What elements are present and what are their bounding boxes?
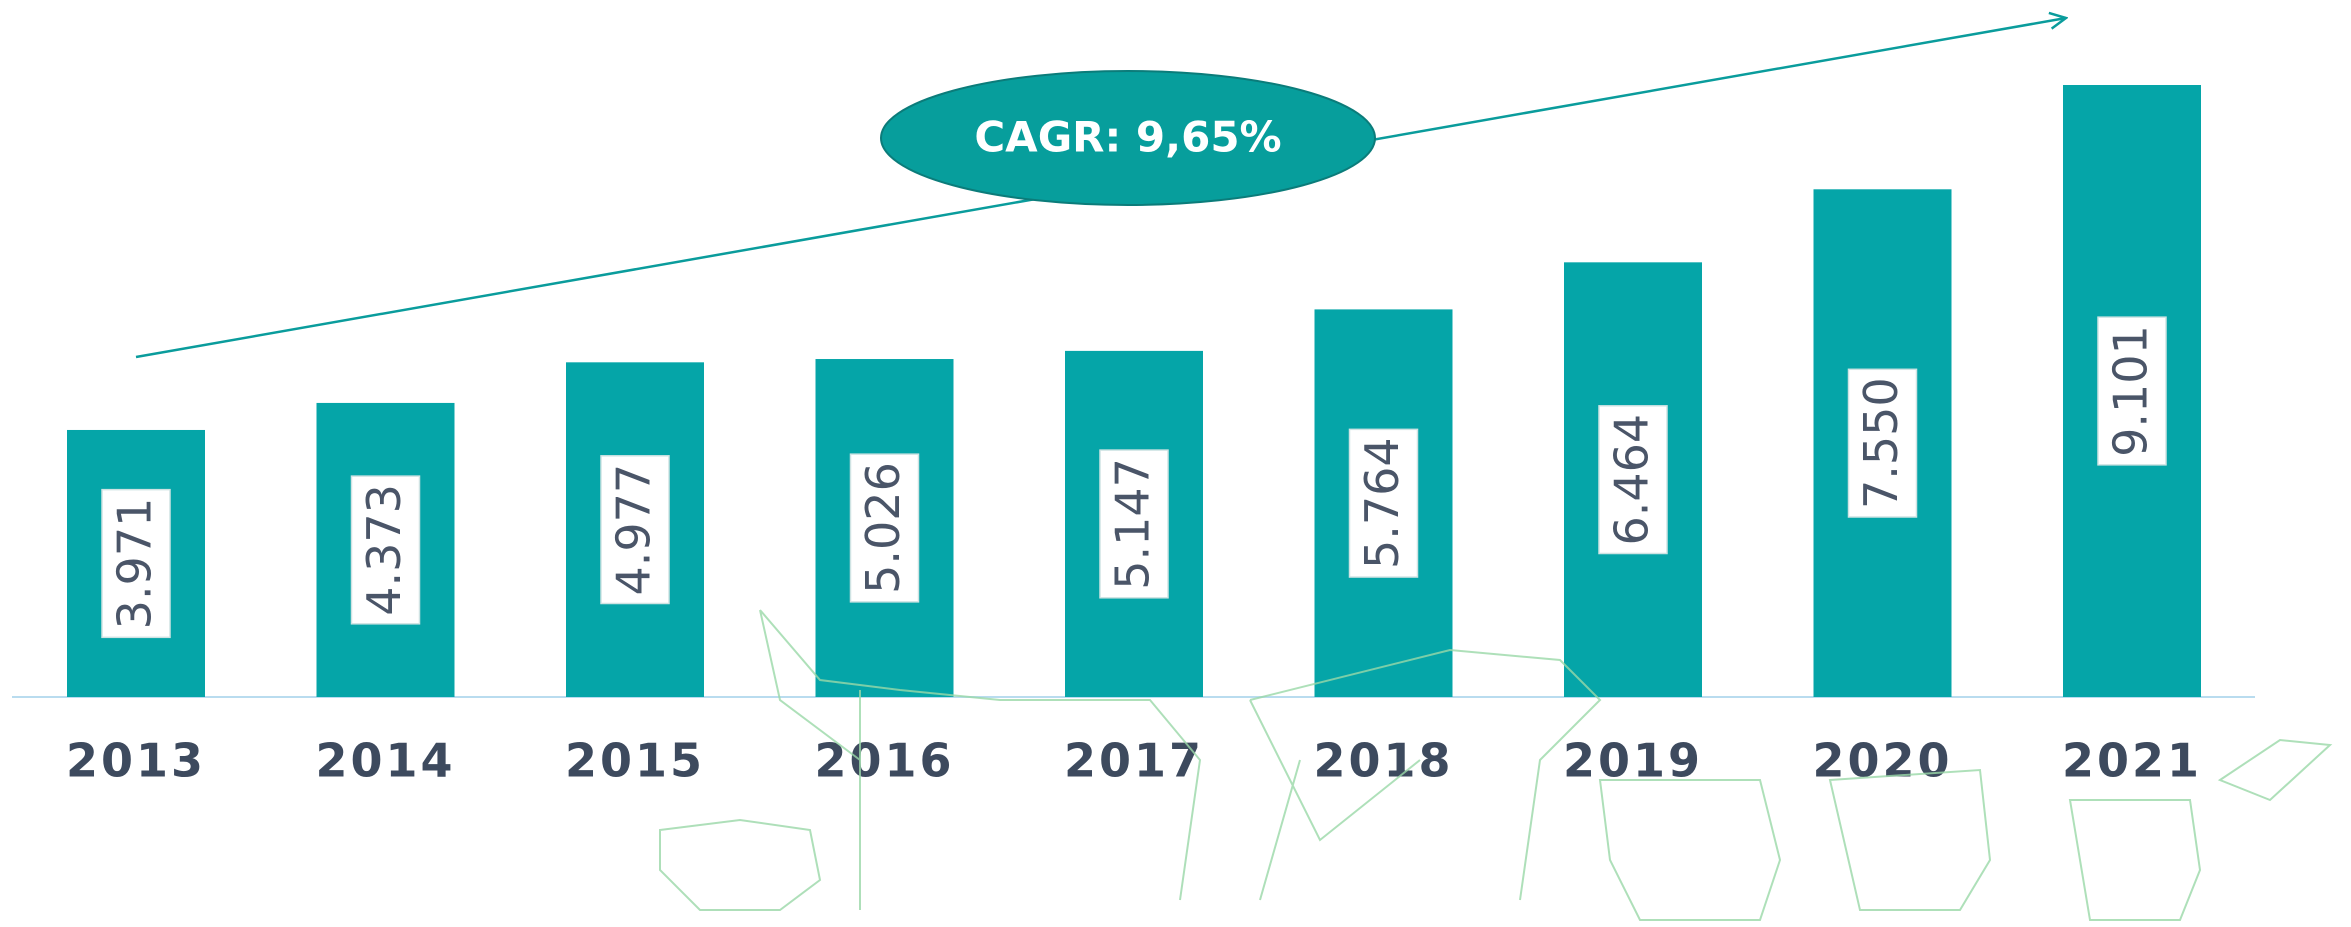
value-label-group: 4.977	[600, 455, 670, 605]
value-label-group: 5.147	[1099, 449, 1169, 599]
value-label-group: 5.026	[849, 453, 920, 603]
value-label-box	[1847, 368, 1918, 518]
x-tick-label: 2020	[1812, 734, 1952, 788]
value-label-group: 7.550	[1847, 368, 1918, 518]
x-tick-label: 2019	[1563, 734, 1703, 788]
value-label: 4.977	[607, 464, 661, 596]
value-label: 5.026	[856, 462, 910, 594]
value-label-group: 4.373	[350, 475, 421, 625]
annotation: CAGR: 9,65%	[974, 113, 1281, 162]
x-tick-label: 2013	[66, 734, 206, 788]
value-label-box	[350, 475, 421, 625]
value-label-group: 6.464	[1598, 405, 1668, 555]
value-label-box	[1348, 428, 1419, 578]
value-label: 4.373	[357, 484, 411, 616]
value-label-group: 5.764	[1348, 428, 1419, 578]
animal-decoration	[659, 609, 2333, 921]
value-label-box	[600, 455, 670, 605]
value-label-box	[101, 488, 171, 639]
value-label: 5.764	[1355, 437, 1409, 569]
value-label-box	[1598, 405, 1668, 555]
x-tick-label: 2015	[565, 734, 705, 788]
value-label: 5.147	[1106, 458, 1160, 590]
value-label-group: 9.101	[2097, 316, 2167, 466]
value-label: 7.550	[1854, 377, 1908, 509]
x-tick-label: 2017	[1064, 734, 1204, 788]
x-tick-label: 2014	[315, 734, 455, 788]
value-label-box	[1099, 449, 1169, 599]
value-label-box	[849, 453, 920, 603]
value-label-group: 3.971	[101, 488, 171, 639]
value-label-box	[2097, 316, 2167, 466]
x-tick-label: 2021	[2062, 734, 2202, 788]
annotation-bubble	[880, 70, 1376, 206]
x-tick-label: 2018	[1313, 734, 1453, 788]
value-label: 9.101	[2104, 325, 2158, 457]
value-label: 6.464	[1605, 414, 1659, 546]
value-label: 3.971	[108, 498, 162, 630]
